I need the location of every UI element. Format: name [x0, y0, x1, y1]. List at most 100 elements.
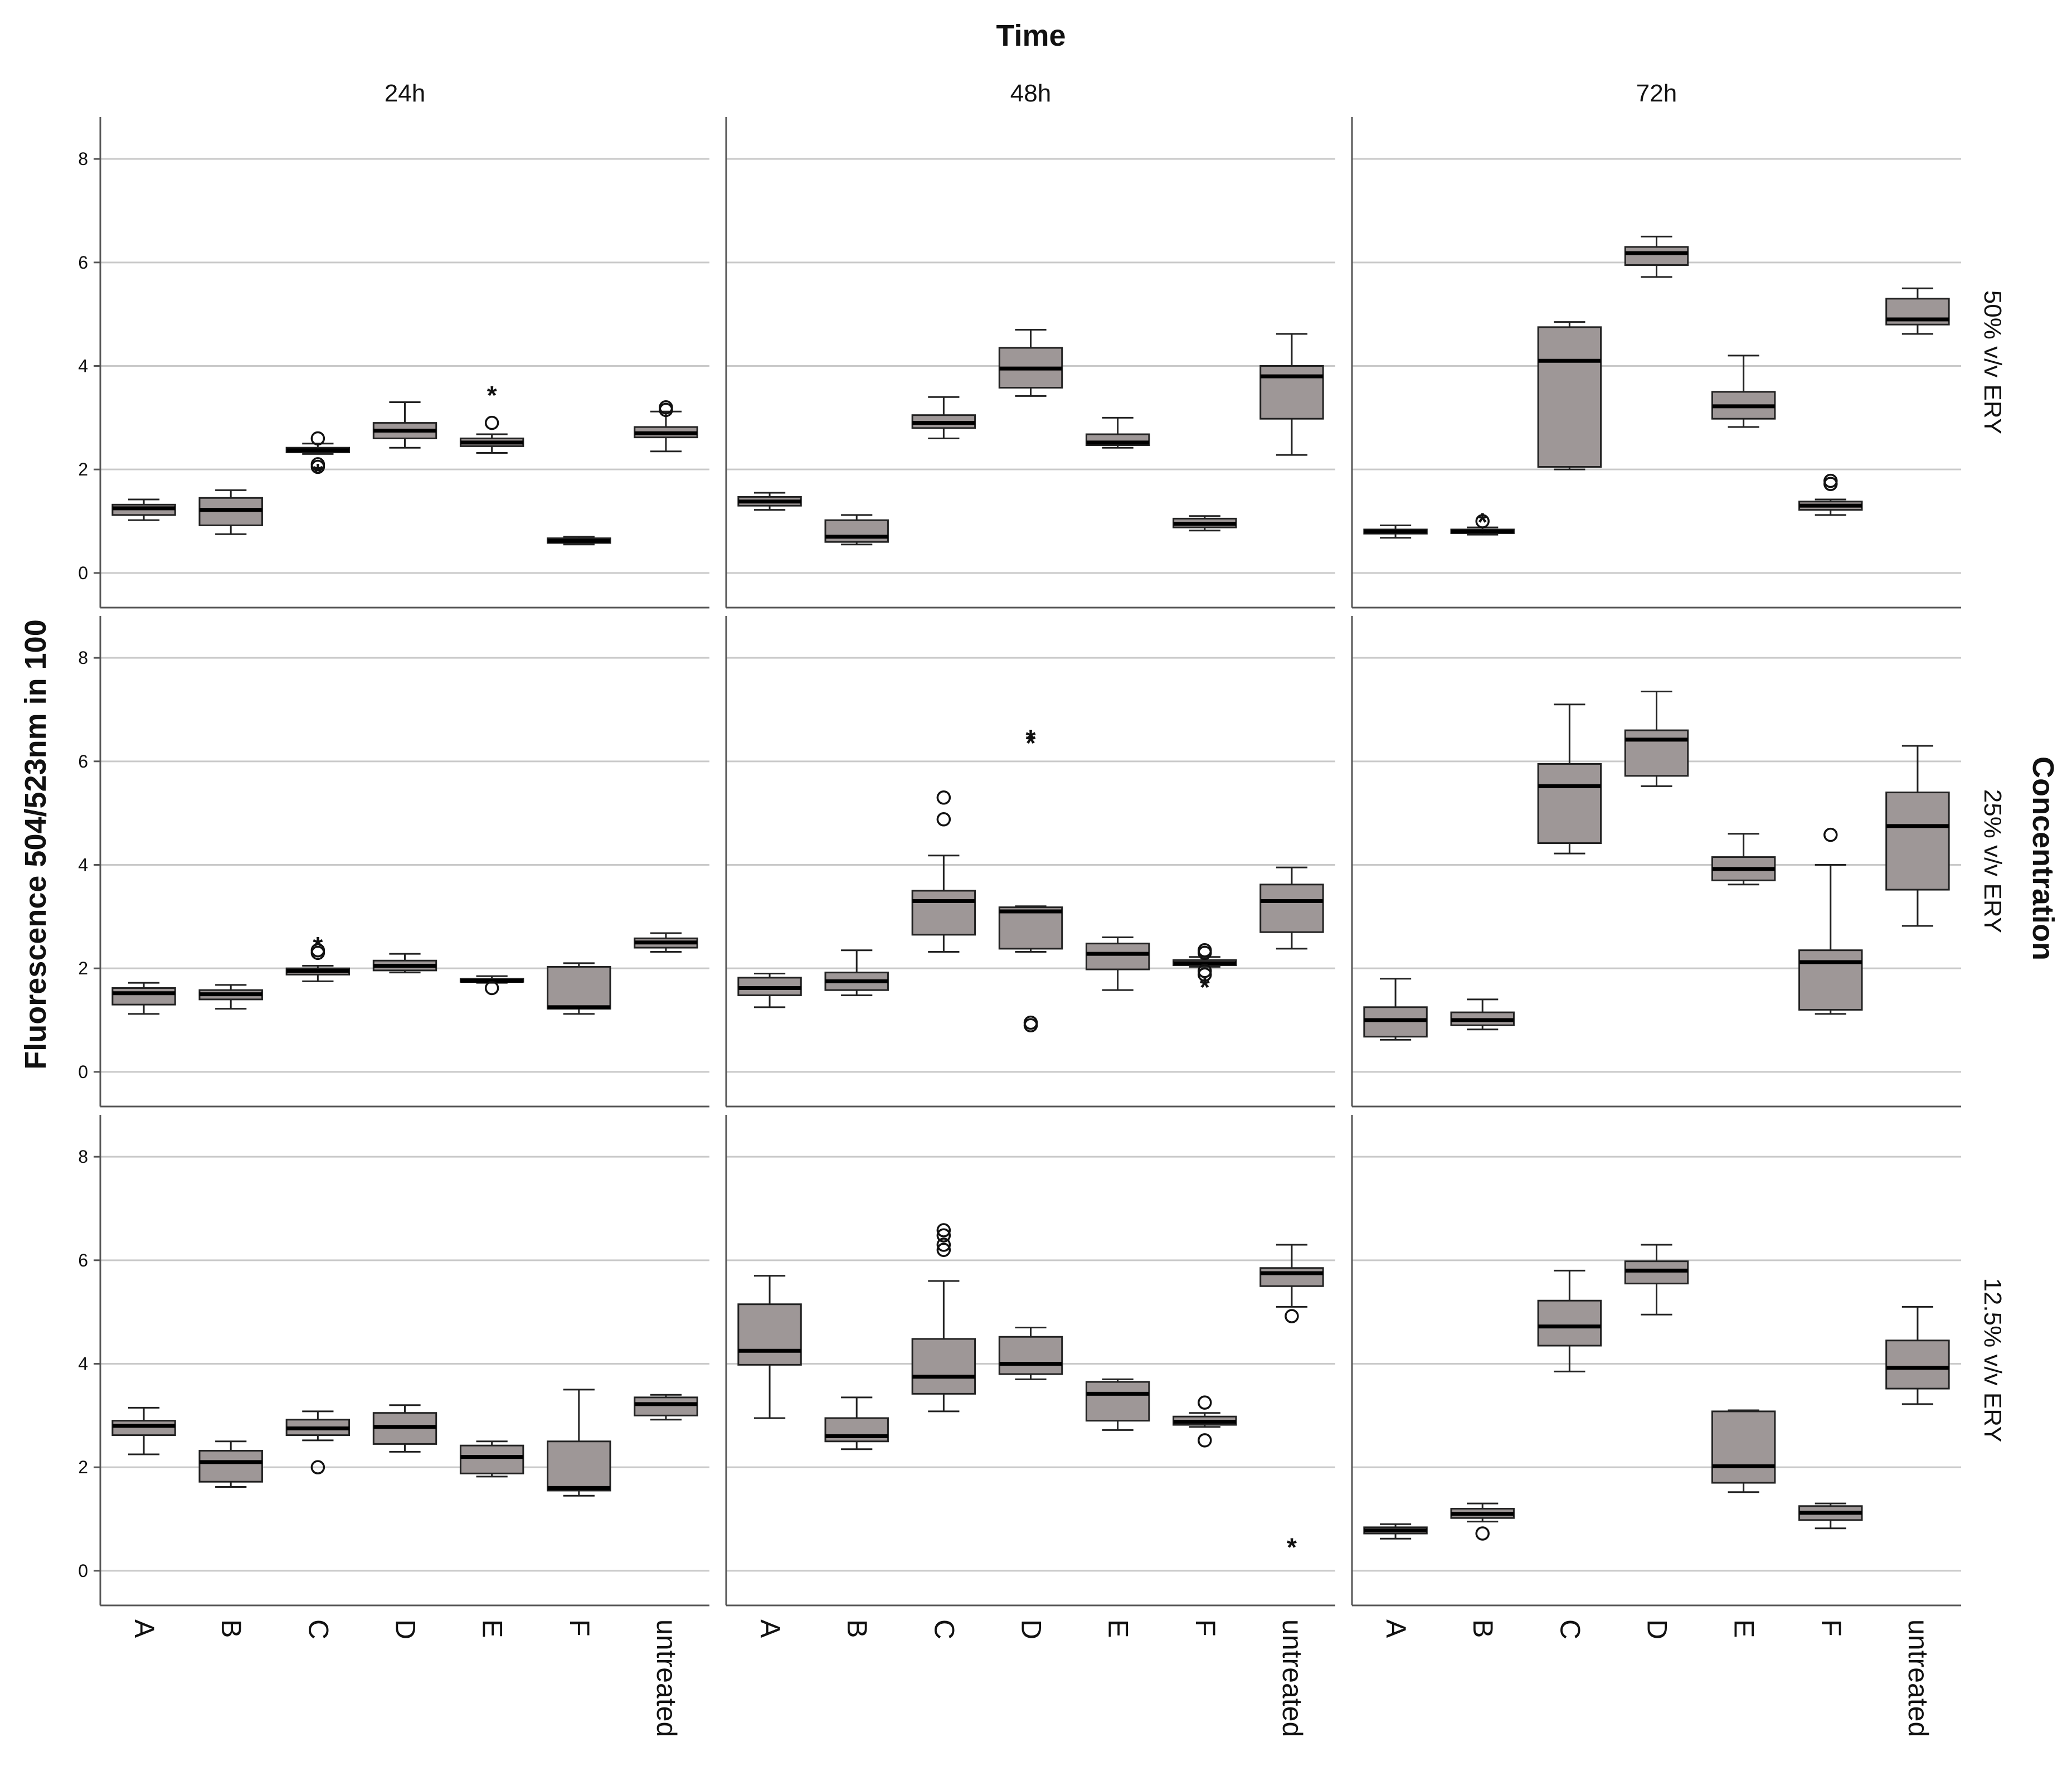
box-D [998, 906, 1063, 950]
row-label: 12.5% v/v ERY [1979, 1278, 2006, 1442]
category-label-A: A [129, 1619, 160, 1638]
column-facet-title: Time [996, 19, 1066, 52]
y-tick-label: 4 [78, 356, 88, 376]
extreme-point: * [1026, 724, 1036, 753]
outlier-point [1198, 1395, 1212, 1410]
box-F [547, 965, 611, 1010]
category-label-A: A [755, 1619, 786, 1638]
outlier-point [310, 943, 325, 958]
outlier-point [1823, 827, 1838, 842]
extreme-point: * [313, 458, 323, 487]
box-E [459, 1444, 524, 1474]
category-label-F: F [1190, 1619, 1221, 1637]
outlier-point [310, 459, 325, 474]
box-C [1537, 326, 1602, 468]
outlier-point [659, 400, 673, 415]
category-label-F: F [1816, 1619, 1847, 1637]
column-label-48h: 48h [1010, 80, 1051, 107]
outlier-point [1475, 1526, 1490, 1541]
y-axis-title: Fluorescence 504/523nm in 100 [19, 619, 52, 1069]
category-label-E: E [1729, 1619, 1760, 1638]
outlier-point [936, 790, 951, 805]
box-B [198, 1449, 263, 1483]
y-tick-label: 0 [78, 1561, 88, 1581]
outlier-point [1823, 473, 1838, 488]
box-F [1798, 949, 1863, 1011]
box-D [1624, 246, 1689, 266]
y-tick-label: 6 [78, 751, 88, 771]
box-C [1537, 1299, 1602, 1347]
box-E [1085, 943, 1150, 970]
outlier-point [310, 1460, 325, 1474]
box-E [1711, 1410, 1776, 1484]
category-label-E: E [1103, 1619, 1134, 1638]
outlier-point [936, 1223, 951, 1238]
category-label-F: F [564, 1619, 595, 1637]
outlier-point [1198, 967, 1212, 982]
box-A [111, 1420, 176, 1437]
category-label-untreated: untreated [1277, 1619, 1308, 1737]
category-label-C: C [1554, 1619, 1585, 1639]
category-label-B: B [842, 1619, 873, 1638]
y-tick-label: 8 [78, 149, 88, 169]
category-label-D: D [1016, 1619, 1047, 1639]
extreme-point: * [313, 931, 323, 960]
box-D [1624, 729, 1689, 777]
outlier-point [1198, 943, 1212, 958]
category-label-untreated: untreated [1903, 1619, 1934, 1737]
outlier-point [484, 981, 499, 996]
extreme-point: * [1200, 973, 1210, 1002]
box-untreated [1259, 1267, 1324, 1287]
y-tick-label: 8 [78, 1147, 88, 1167]
y-tick-label: 4 [78, 855, 88, 875]
box-C [1537, 763, 1602, 845]
category-label-untreated: untreated [651, 1619, 682, 1737]
category-label-C: C [303, 1619, 334, 1639]
extreme-point: * [1287, 1533, 1297, 1562]
outlier-point [1475, 514, 1490, 528]
outlier-point [310, 431, 325, 446]
box-D [998, 1336, 1063, 1375]
box-A [111, 987, 176, 1006]
category-label-E: E [477, 1619, 508, 1638]
box-untreated [1885, 792, 1950, 891]
y-tick-label: 0 [78, 1062, 88, 1082]
category-label-B: B [1467, 1619, 1499, 1638]
column-label-24h: 24h [385, 80, 425, 107]
box-A [737, 1303, 802, 1366]
outlier-point [1285, 1309, 1299, 1323]
outlier-point [936, 812, 951, 827]
row-facet-title: Concentration [2026, 756, 2060, 960]
y-tick-label: 6 [78, 253, 88, 273]
y-tick-label: 2 [78, 459, 88, 479]
category-label-B: B [216, 1619, 247, 1638]
y-tick-label: 4 [78, 1354, 88, 1374]
y-tick-label: 6 [78, 1250, 88, 1270]
box-C [911, 1338, 976, 1395]
row-label: 25% v/v ERY [1979, 789, 2006, 933]
extreme-point: * [1477, 507, 1487, 536]
outlier-point [1023, 1015, 1038, 1030]
box-F [547, 1440, 611, 1492]
y-tick-label: 0 [78, 563, 88, 583]
row-label: 50% v/v ERY [1979, 290, 2006, 434]
box-E [1085, 1381, 1150, 1422]
y-tick-label: 2 [78, 1457, 88, 1477]
box-untreated [1259, 884, 1324, 933]
outlier-point [1198, 1433, 1212, 1448]
outlier-point [936, 1243, 951, 1257]
box-untreated [1259, 365, 1324, 420]
column-label-72h: 72h [1636, 80, 1677, 107]
outlier-point [936, 1228, 951, 1243]
y-tick-label: 8 [78, 648, 88, 668]
box-untreated [634, 1396, 698, 1416]
box-C [911, 890, 976, 936]
outlier-point [484, 415, 499, 430]
category-label-D: D [1642, 1619, 1673, 1639]
extreme-point: * [487, 381, 497, 410]
extreme-point: * [1026, 729, 1036, 758]
y-tick-label: 2 [78, 958, 88, 978]
category-label-D: D [390, 1619, 421, 1639]
